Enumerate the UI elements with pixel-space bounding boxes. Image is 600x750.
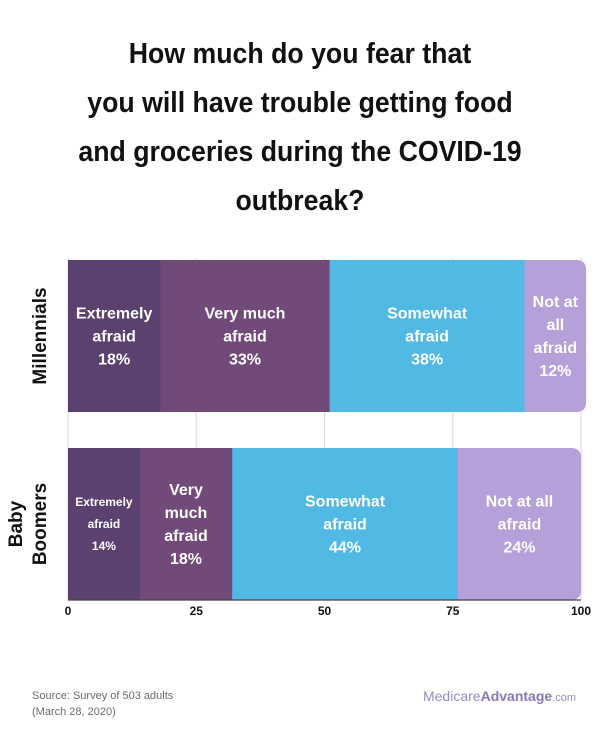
x-axis: 0 25 50 75 100: [65, 599, 591, 618]
title-line: you will have trouble getting food: [87, 87, 513, 119]
data-label: Somewhat afraid 44%: [305, 494, 386, 557]
data-label: Very much afraid 18%: [164, 482, 208, 568]
data-label-line: 18%: [98, 352, 130, 369]
source-date: (March 28, 2020): [32, 706, 116, 718]
data-label: Somewhat afraid 38%: [387, 306, 468, 369]
category-label-line: Millennials: [30, 287, 51, 384]
data-label-line: Somewhat: [387, 306, 468, 323]
bar-labels: Extremely afraid 18% Very much afraid 33% Some…: [75, 294, 578, 568]
title-line: outbreak?: [235, 185, 365, 217]
bar-millennials-very-much-afraid: [160, 260, 331, 412]
x-tick-label: 75: [446, 604, 460, 618]
data-label-line: Very: [169, 482, 203, 499]
data-label-line: 44%: [329, 540, 361, 557]
data-label: Not at all afraid 12%: [533, 294, 579, 380]
data-label-line: Very much: [205, 306, 286, 323]
data-label-line: all: [546, 317, 564, 334]
bar-millennials-extremely-afraid: [68, 260, 161, 412]
title-line: and groceries during the COVID-19: [78, 136, 522, 168]
data-label-line: 38%: [411, 352, 443, 369]
brand-part-medicare: Medicare: [422, 688, 481, 704]
chart-title: How much do you fear that you will have …: [61, 30, 539, 226]
data-label-line: Extremely: [75, 495, 133, 509]
data-label-line: afraid: [164, 528, 208, 545]
x-tick-label: 0: [65, 604, 72, 618]
data-label: Very much afraid 33%: [205, 306, 286, 369]
title-line: How much do you fear that: [128, 38, 472, 70]
stacked-bar-chart: Extremely afraid 18% Very much afraid 33% Some…: [6, 258, 591, 618]
bar-millennials-not-at-all-afraid: [524, 260, 587, 412]
data-label-line: afraid: [323, 517, 367, 534]
bar-baby-boomers-very-much-afraid: [139, 448, 233, 600]
category-label-line: Boomers: [30, 483, 51, 565]
data-label-line: Not at: [533, 294, 579, 311]
x-tick-label: 50: [318, 604, 332, 618]
bars: [68, 260, 587, 600]
bar-millennials-somewhat-afraid: [329, 260, 526, 412]
data-label-line: 33%: [229, 352, 261, 369]
data-label: Extremely afraid 18%: [76, 306, 153, 369]
data-label-line: Extremely: [76, 306, 153, 323]
data-label-line: 12%: [539, 363, 571, 380]
data-label-line: 14%: [92, 539, 116, 553]
brand-part-dotcom: .com: [552, 692, 576, 704]
data-label-line: afraid: [498, 517, 542, 534]
data-label-line: afraid: [88, 517, 121, 531]
category-labels: Millennials Baby Boomers: [6, 287, 51, 565]
data-label-line: afraid: [223, 329, 267, 346]
data-label-line: Not at all: [486, 494, 554, 511]
data-label-line: 24%: [503, 540, 535, 557]
category-label-millennials: Millennials: [30, 287, 51, 384]
brand-logo: MedicareAdvantage.com: [423, 688, 576, 704]
data-label: Extremely afraid 14%: [75, 495, 133, 553]
data-label-line: afraid: [534, 340, 578, 357]
data-label-line: afraid: [92, 329, 136, 346]
data-label-line: 18%: [170, 551, 202, 568]
bar-baby-boomers-extremely-afraid: [68, 448, 141, 600]
source-line: Source: Survey of 503 adults: [32, 690, 174, 702]
data-label-line: much: [165, 505, 208, 522]
category-label-line: Baby: [6, 500, 27, 547]
brand-part-advantage: Advantage: [480, 688, 553, 704]
data-label-line: afraid: [405, 329, 449, 346]
bar-baby-boomers-not-at-all-afraid: [457, 448, 581, 600]
data-label-line: Somewhat: [305, 494, 386, 511]
category-label-baby-boomers: Baby Boomers: [6, 483, 51, 565]
bar-baby-boomers-somewhat-afraid: [232, 448, 459, 600]
data-label: Not at all afraid 24%: [486, 494, 554, 557]
source-note: Source: Survey of 503 adults (March 28, …: [32, 688, 173, 720]
x-tick-label: 25: [190, 604, 204, 618]
x-tick-label: 100: [571, 604, 591, 618]
